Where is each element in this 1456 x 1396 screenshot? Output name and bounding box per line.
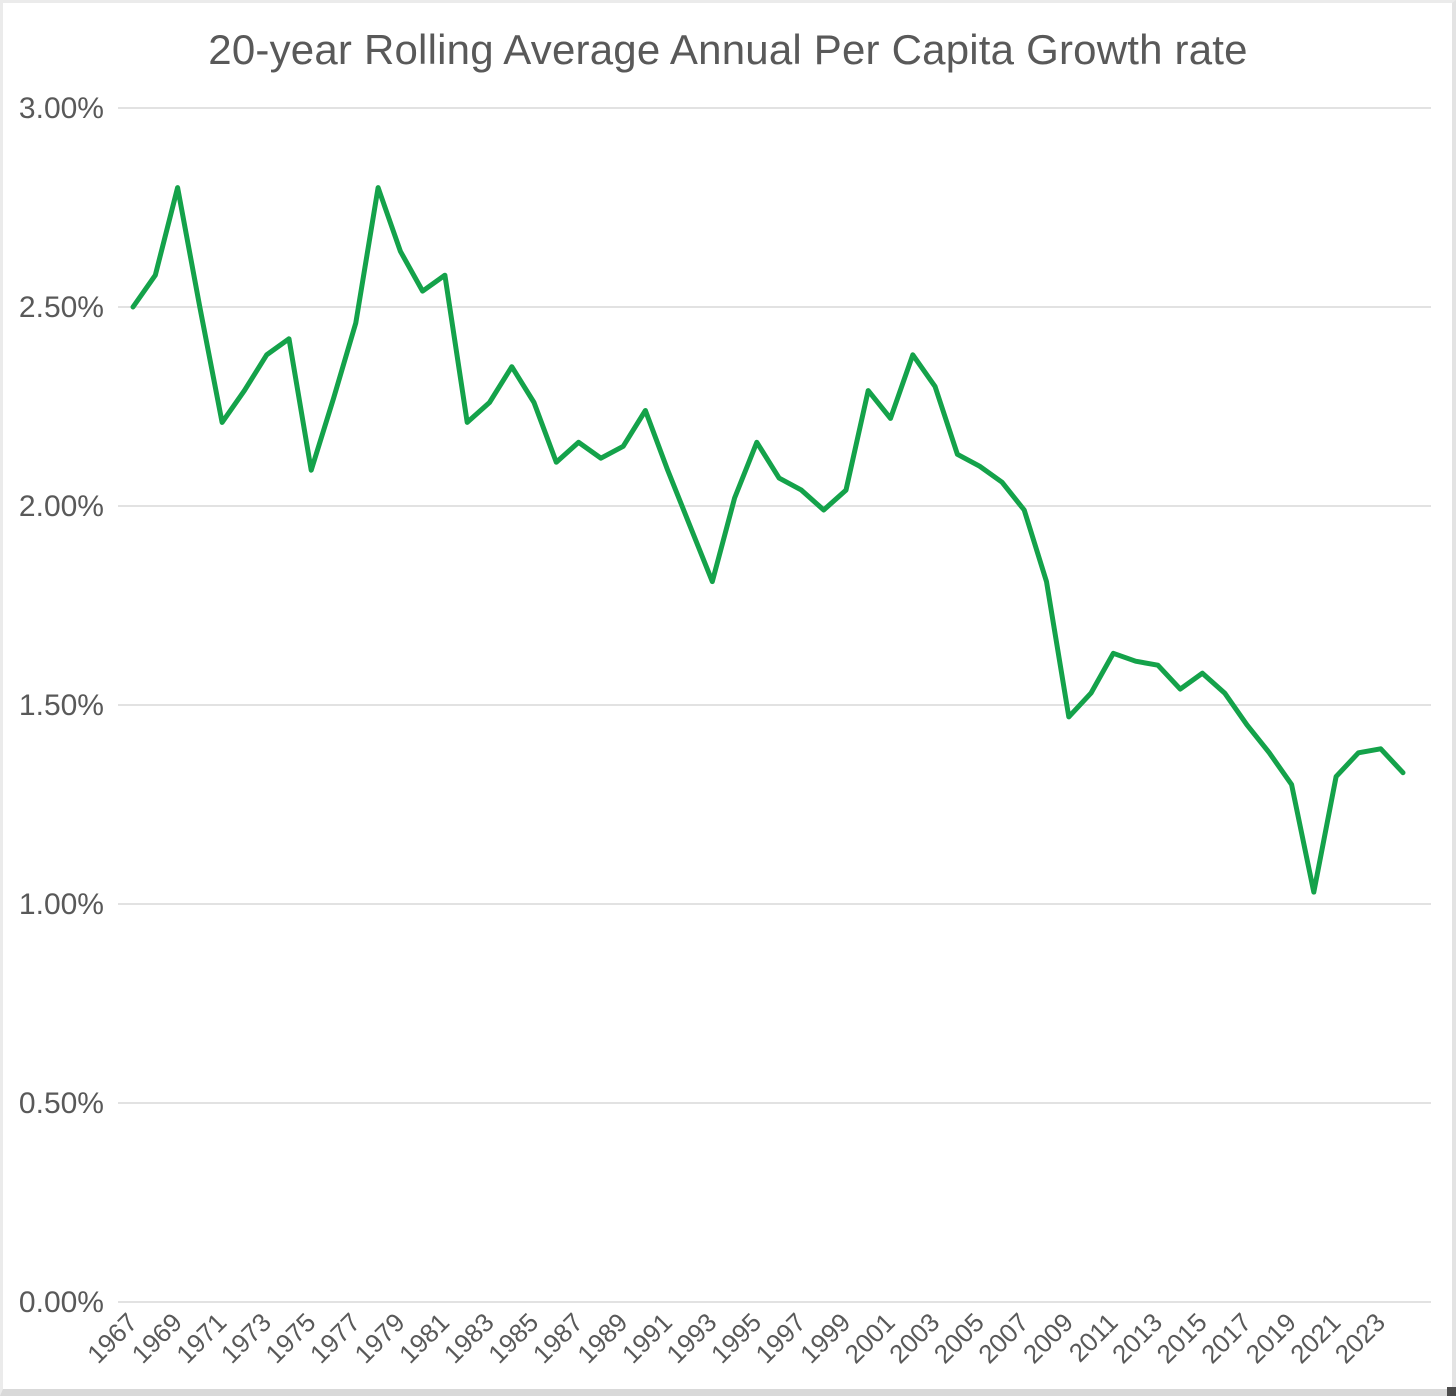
x-axis-tick-label: 2009 — [1017, 1307, 1079, 1369]
x-axis-tick-label: 2007 — [972, 1307, 1034, 1369]
x-axis-tick-label: 1999 — [794, 1307, 856, 1369]
chart-title: 20-year Rolling Average Annual Per Capit… — [208, 26, 1248, 73]
x-axis-tick-label: 1993 — [660, 1307, 722, 1369]
x-axis-tick-label: 2013 — [1106, 1307, 1168, 1369]
x-axis-tick-label: 1971 — [170, 1307, 232, 1369]
x-axis-tick-label: 1997 — [750, 1307, 812, 1369]
x-axis-tick-label: 1981 — [393, 1307, 455, 1369]
x-axis-tick-label: 2019 — [1240, 1307, 1302, 1369]
resize-corner-dot — [1447, 1387, 1456, 1396]
x-axis-tick-label: 2003 — [883, 1307, 945, 1369]
y-axis-tick-label: 2.50% — [19, 291, 104, 324]
x-axis-tick-label: 1973 — [215, 1307, 277, 1369]
y-axis-tick-label: 3.00% — [19, 92, 104, 125]
x-axis-tick-label: 1995 — [705, 1307, 767, 1369]
x-axis-tick-label: 1989 — [571, 1307, 633, 1369]
x-axis-tick-label: 1983 — [438, 1307, 500, 1369]
x-axis-tick-label: 2001 — [839, 1307, 901, 1369]
x-axis-tick-label: 2015 — [1151, 1307, 1213, 1369]
x-axis-tick-label: 1975 — [259, 1307, 321, 1369]
x-axis-tick-label: 1985 — [482, 1307, 544, 1369]
x-axis-tick-label: 2017 — [1195, 1307, 1257, 1369]
y-axis-tick-label: 0.50% — [19, 1087, 104, 1120]
x-axis-tick-label: 2011 — [1063, 1307, 1124, 1368]
x-axis-tick-label: 2023 — [1329, 1307, 1391, 1369]
x-axis-tick-label: 1987 — [527, 1307, 589, 1369]
growth-rate-series-line — [130, 185, 1406, 895]
y-axis-tick-label: 1.00% — [19, 888, 104, 921]
x-axis-tick-label: 1979 — [348, 1307, 410, 1369]
y-axis-tick-label: 2.00% — [19, 490, 104, 523]
y-axis-tick-label: 1.50% — [19, 689, 104, 722]
y-axis-tick-label: 0.00% — [19, 1286, 104, 1319]
x-axis-tick-label: 1969 — [126, 1307, 188, 1369]
x-axis-tick-label: 1977 — [304, 1307, 366, 1369]
x-axis-tick-label: 2005 — [928, 1307, 990, 1369]
x-axis-tick-label: 1991 — [616, 1307, 678, 1369]
x-axis-tick-label: 2021 — [1284, 1307, 1346, 1369]
